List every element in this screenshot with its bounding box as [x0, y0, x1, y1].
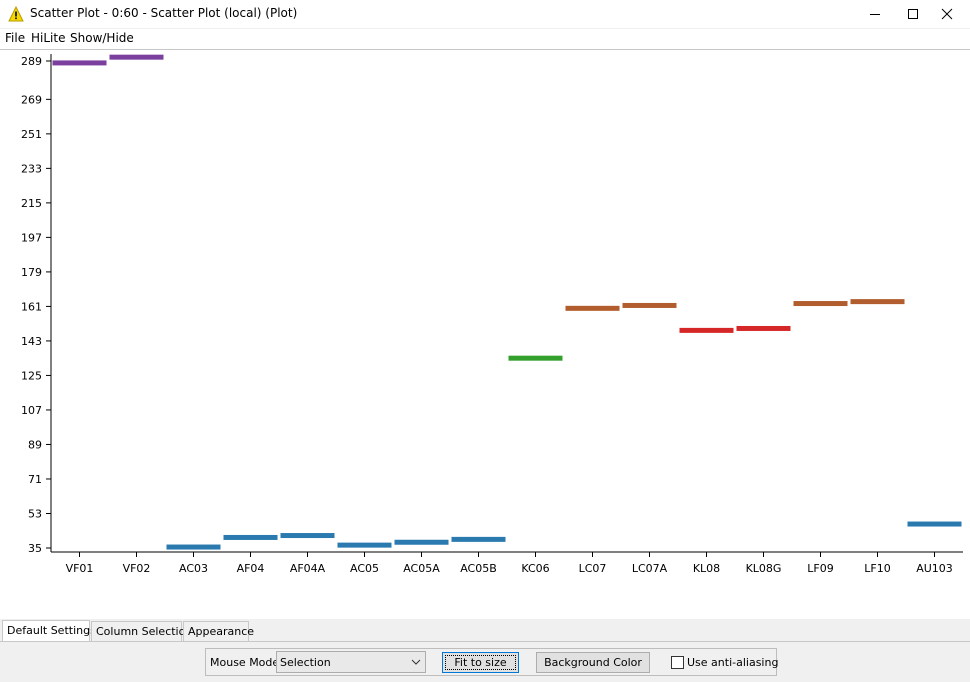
data-point-au103[interactable] — [907, 521, 962, 527]
menu-file[interactable]: File — [5, 31, 26, 45]
y-tick-label: 197 — [21, 231, 42, 244]
x-tick-label: AC05B — [460, 562, 497, 575]
data-point-lf09[interactable] — [793, 301, 848, 307]
data-point-ac03[interactable] — [166, 544, 221, 550]
y-tick-label: 215 — [21, 197, 42, 210]
data-point-kl08g[interactable] — [736, 325, 791, 331]
x-tick-label: AF04A — [290, 562, 326, 575]
anti-aliasing-label: Use anti-aliasing — [687, 656, 779, 669]
x-tick-label: AC05A — [403, 562, 440, 575]
x-tick-label: LF10 — [864, 562, 890, 575]
title-bar: Scatter Plot - 0:60 - Scatter Plot (loca… — [0, 0, 970, 28]
background-color-button[interactable]: Background Color — [536, 652, 650, 673]
tab-column-selection[interactable]: Column Selection — [91, 621, 192, 642]
x-tick-label: LF09 — [807, 562, 833, 575]
plot-panel[interactable]: 35 53 71 89 107 125 143 161 179 197 215 233 251 269 28… — [0, 49, 970, 619]
settings-tabs: Default Settings Column Selection Appear… — [0, 620, 970, 643]
y-tick-label: 143 — [21, 335, 42, 348]
y-tick-label: 179 — [21, 266, 42, 279]
data-point-vf01[interactable] — [52, 60, 107, 66]
data-point-lc07a[interactable] — [622, 302, 677, 308]
x-tick-label: VF02 — [123, 562, 151, 575]
y-tick-label: 269 — [21, 93, 42, 106]
data-point-ac05[interactable] — [337, 542, 392, 548]
data-point-af04[interactable] — [223, 534, 278, 540]
chevron-down-icon — [411, 659, 421, 665]
data-point-lf10[interactable] — [850, 299, 905, 305]
x-tick-label: AC03 — [179, 562, 208, 575]
menu-bar: File HiLite Show/Hide — [0, 29, 970, 49]
y-tick-label: 289 — [21, 55, 42, 68]
mouse-mode-select[interactable]: Selection — [276, 651, 426, 673]
x-tick-label: KL08G — [746, 562, 782, 575]
y-tick-label: 161 — [21, 300, 42, 313]
x-tick-label: KL08 — [693, 562, 720, 575]
y-tick-label: 71 — [28, 473, 42, 486]
fit-to-size-button[interactable]: Fit to size — [442, 652, 519, 673]
y-tick-label: 251 — [21, 128, 42, 141]
mouse-mode-label: Mouse Mode — [210, 656, 280, 669]
close-icon — [941, 8, 953, 20]
data-point-ac05a[interactable] — [394, 539, 449, 545]
data-point-kc06[interactable] — [508, 355, 563, 361]
scatter-plot[interactable]: 35 53 71 89 107 125 143 161 179 197 215 233 251 269 28… — [0, 50, 970, 620]
y-tick-label: 107 — [21, 404, 42, 417]
y-tick-label: 125 — [21, 369, 42, 382]
menu-hilite[interactable]: HiLite — [31, 31, 66, 45]
maximize-icon — [908, 9, 918, 19]
x-tick-label: VF01 — [66, 562, 94, 575]
warning-triangle-icon — [8, 6, 24, 22]
window-title: Scatter Plot - 0:60 - Scatter Plot (loca… — [30, 6, 298, 20]
y-tick-label: 53 — [28, 507, 42, 520]
y-tick-label: 35 — [28, 542, 42, 555]
anti-aliasing-checkbox[interactable] — [671, 656, 684, 669]
data-point-kl08[interactable] — [679, 327, 734, 333]
data-point-ac05b[interactable] — [451, 536, 506, 542]
x-tick-label: AC05 — [350, 562, 379, 575]
close-button[interactable] — [924, 0, 970, 28]
tab-appearance[interactable]: Appearance — [183, 621, 254, 642]
controls-panel: Mouse Mode Selection Fit to size Backgro… — [205, 648, 779, 676]
y-tick-label: 233 — [21, 162, 42, 175]
menu-show-hide[interactable]: Show/Hide — [70, 31, 134, 45]
maximize-button[interactable] — [890, 0, 936, 28]
data-point-lc07[interactable] — [565, 305, 620, 311]
minimize-button[interactable] — [852, 0, 898, 28]
data-point-vf02[interactable] — [109, 54, 164, 60]
x-tick-label: KC06 — [521, 562, 549, 575]
x-tick-label: LC07A — [632, 562, 668, 575]
minimize-icon — [870, 14, 880, 15]
data-point-af04a[interactable] — [280, 533, 335, 539]
x-tick-label: LC07 — [579, 562, 607, 575]
mouse-mode-value: Selection — [280, 656, 331, 669]
y-tick-label: 89 — [28, 438, 42, 451]
x-tick-label: AU103 — [916, 562, 953, 575]
x-tick-label: AF04 — [237, 562, 265, 575]
tab-default-settings[interactable]: Default Settings — [2, 620, 96, 642]
